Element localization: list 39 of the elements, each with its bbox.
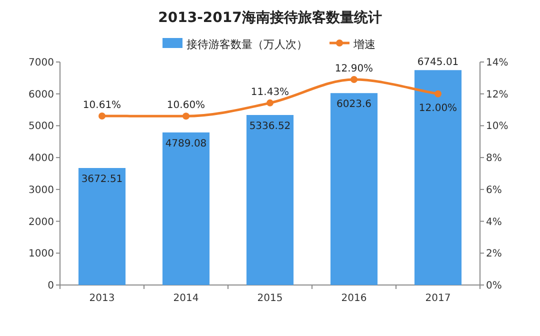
y-tick-label: 6000 <box>28 89 54 100</box>
data-label: 6023.6 <box>336 99 372 110</box>
y2-tick-label: 10% <box>486 121 508 132</box>
point <box>266 99 274 106</box>
point <box>350 76 358 84</box>
y2-tick-label: 12% <box>486 89 508 100</box>
point <box>434 90 442 98</box>
data-label: 12.90% <box>334 64 374 75</box>
x-tick-label: 2013 <box>89 293 115 304</box>
y-tick-label: 2000 <box>28 216 54 228</box>
y2-tick-label: 0% <box>486 280 502 292</box>
x-tick-label: 2015 <box>257 293 283 304</box>
data-label: 3672.51 <box>81 174 123 186</box>
y-tick-label: 7000 <box>28 58 54 68</box>
data-label: 12.00% <box>418 102 458 114</box>
y-tick-label: 1000 <box>28 248 54 260</box>
data-label: 6745.01 <box>417 57 459 68</box>
y-tick-label: 4000 <box>28 153 54 164</box>
data-label: 10.61% <box>82 100 122 111</box>
y2-tick-label: 2% <box>486 248 502 260</box>
y2-tick-label: 6% <box>486 184 502 196</box>
x-tick-label: 2014 <box>173 293 199 304</box>
y-tick-label: 0 <box>48 280 54 292</box>
data-label: 5336.52 <box>249 120 291 132</box>
y2-tick-label: 14% <box>486 58 508 68</box>
point <box>98 112 106 120</box>
legend-label: 接待游客数量（万人次） <box>186 38 308 51</box>
x-tick-label: 2017 <box>425 293 451 304</box>
y2-tick-label: 8% <box>486 153 502 164</box>
y2-tick-label: 4% <box>486 216 502 228</box>
legend-label: 增速 <box>352 38 376 51</box>
chart-title: 2013-2017海南接待旅客数量统计 <box>158 9 382 26</box>
data-label: 4789.08 <box>165 138 207 150</box>
y-tick-label: 5000 <box>28 121 54 132</box>
data-label: 11.43% <box>250 86 290 98</box>
point <box>182 112 190 120</box>
x-tick-label: 2016 <box>341 293 367 304</box>
data-label: 10.60% <box>166 100 206 112</box>
y-tick-label: 3000 <box>28 184 54 196</box>
